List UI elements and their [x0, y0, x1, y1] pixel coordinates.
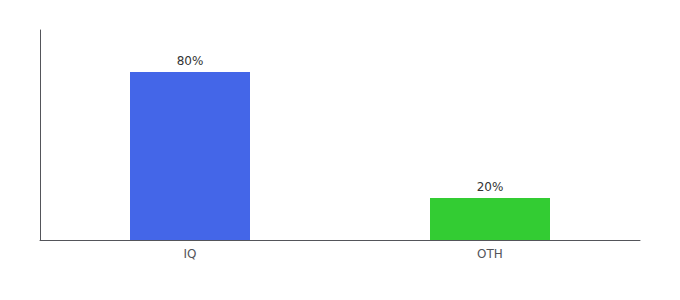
svg-text:80%: 80%	[177, 54, 204, 68]
svg-text:IQ: IQ	[184, 247, 197, 261]
svg-text:20%: 20%	[477, 180, 504, 194]
svg-text:OTH: OTH	[477, 247, 503, 261]
